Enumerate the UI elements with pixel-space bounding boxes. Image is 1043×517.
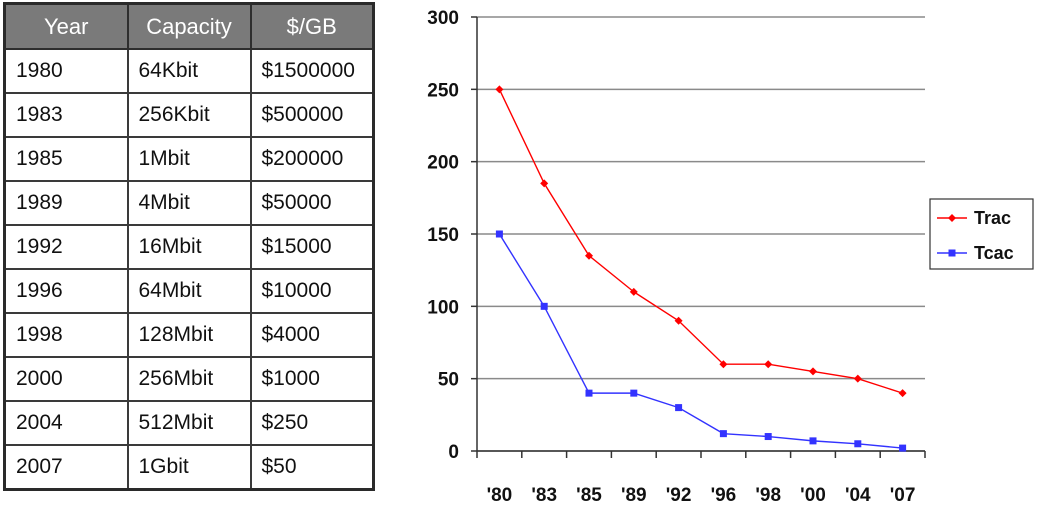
cell-price: $50000	[249, 180, 375, 226]
x-tick-label: '83	[531, 485, 557, 506]
cell-price: $200000	[249, 136, 375, 182]
cell-price: $10000	[249, 268, 375, 314]
data-point	[719, 430, 727, 438]
data-point	[495, 85, 504, 94]
cell-year: 2007	[3, 444, 129, 491]
data-point	[675, 404, 683, 412]
y-tick-label: 250	[427, 80, 459, 101]
cell-capacity: 4Mbit	[126, 180, 252, 226]
cell-capacity: 16Mbit	[126, 224, 252, 270]
table-row: 2004 512Mbit $250	[3, 400, 375, 446]
legend-label: Trac	[974, 208, 1011, 228]
series-line-trac	[498, 89, 903, 394]
cell-price: $1000	[249, 356, 375, 402]
y-tick-label: 300	[427, 8, 459, 29]
table-row: 2007 1Gbit $50	[3, 444, 375, 491]
data-point	[585, 251, 593, 260]
x-tick-label: '89	[621, 485, 647, 506]
cell-capacity: 1Gbit	[126, 444, 252, 491]
table-row: 1985 1Mbit $200000	[3, 136, 375, 182]
cell-year: 1989	[3, 180, 129, 226]
y-tick-label: 0	[448, 442, 459, 463]
table-row: 1989 4Mbit $50000	[3, 180, 375, 226]
cell-price: $4000	[249, 312, 375, 358]
cell-year: 1998	[3, 312, 129, 358]
data-point	[854, 440, 862, 448]
y-tick-label: 50	[438, 370, 459, 391]
x-tick-label: '00	[800, 485, 826, 506]
cell-price: $250	[249, 400, 375, 446]
legend-marker	[948, 249, 956, 257]
data-point	[809, 367, 817, 376]
data-point	[495, 230, 503, 238]
cell-price: $1500000	[249, 48, 375, 94]
data-point	[899, 444, 907, 452]
table-row: 1996 64Mbit $10000	[3, 268, 375, 314]
x-tick-label: '80	[487, 485, 513, 506]
data-point	[764, 360, 773, 369]
header-capacity: Capacity	[126, 2, 252, 50]
y-tick-label: 200	[427, 153, 459, 174]
x-tick-label: '96	[711, 485, 737, 506]
cell-price: $15000	[249, 224, 375, 270]
cell-year: 1985	[3, 136, 129, 182]
series-line-tcac	[498, 233, 903, 449]
cell-year: 2000	[3, 356, 129, 402]
table-row: 1992 16Mbit $15000	[3, 224, 375, 270]
cell-year: 1992	[3, 224, 129, 270]
data-point	[764, 433, 772, 441]
data-point	[629, 287, 638, 296]
cell-capacity: 128Mbit	[126, 312, 252, 358]
header-price-per-gb: $/GB	[249, 2, 375, 50]
table-header-row: Year Capacity $/GB	[3, 2, 375, 50]
y-tick-label: 100	[427, 297, 459, 318]
data-point	[585, 389, 593, 397]
table-row: 1998 128Mbit $4000	[3, 312, 375, 358]
cell-year: 1980	[3, 48, 129, 94]
legend-box	[929, 198, 1034, 270]
data-point	[809, 437, 817, 445]
table-row: 1980 64Kbit $1500000	[3, 48, 375, 94]
dram-table: Year Capacity $/GB 1980 64Kbit $1500000 198…	[3, 2, 375, 491]
table-row: 2000 256Mbit $1000	[3, 356, 375, 402]
x-tick-label: '85	[576, 485, 602, 506]
data-point	[719, 360, 728, 369]
x-tick-label: '07	[890, 485, 916, 506]
x-tick-label: '04	[845, 485, 871, 506]
data-point	[630, 389, 638, 397]
cell-price: $50	[249, 444, 375, 491]
cell-year: 2004	[3, 400, 129, 446]
y-tick-label: 150	[427, 225, 459, 246]
header-year: Year	[3, 2, 129, 50]
data-point	[898, 389, 907, 398]
cell-capacity: 256Kbit	[126, 92, 252, 138]
legend-marker	[948, 214, 956, 222]
data-point	[540, 179, 549, 188]
x-tick-label: '98	[755, 485, 781, 506]
legend-label: Tcac	[974, 243, 1014, 263]
cell-capacity: 256Mbit	[126, 356, 252, 402]
cell-year: 1983	[3, 92, 129, 138]
cell-capacity: 64Kbit	[126, 48, 252, 94]
cell-year: 1996	[3, 268, 129, 314]
cell-price: $500000	[249, 92, 375, 138]
data-point	[674, 316, 683, 325]
cell-capacity: 64Mbit	[126, 268, 252, 314]
data-point	[540, 302, 548, 310]
cell-capacity: 1Mbit	[126, 136, 252, 182]
x-tick-label: '92	[666, 485, 692, 506]
data-point	[853, 374, 862, 383]
table-row: 1983 256Kbit $500000	[3, 92, 375, 138]
table-body: 1980 64Kbit $1500000 1983 256Kbit $500000 1985…	[3, 48, 375, 491]
cell-capacity: 512Mbit	[126, 400, 252, 446]
